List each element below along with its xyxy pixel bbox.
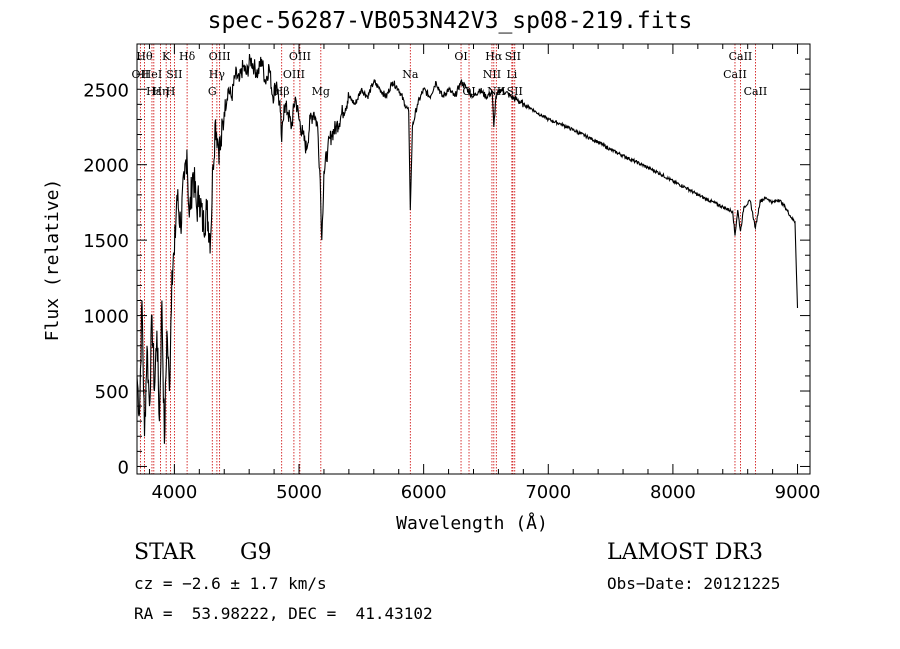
x-tick-label: 9000 xyxy=(775,482,821,503)
line-label-hγ: Hγ xyxy=(209,68,226,81)
line-label-nii: NII xyxy=(483,68,501,81)
line-label-caii: CaII xyxy=(744,85,768,98)
line-label-g: G xyxy=(208,85,217,98)
x-tick-label: 4000 xyxy=(151,482,197,503)
spectral-line-labels: OIIHθHeIHεHηKHSIIHδGHγOIIIHβOIIIOIIIMgNa… xyxy=(132,50,768,98)
observation-date: Obs−Date: 20121225 xyxy=(607,574,781,593)
y-tick-label: 2500 xyxy=(83,80,129,101)
x-axis-ticks: 4000 5000 6000 7000 8000 9000 xyxy=(148,44,821,503)
line-label-oiii: OIII xyxy=(209,50,231,63)
line-label-sii: SII xyxy=(505,50,521,63)
line-label-oiii: OIII xyxy=(283,68,305,81)
chart-title: spec-56287-VB053N42V3_sp08-219.fits xyxy=(207,8,693,34)
object-type: STAR xyxy=(134,540,195,565)
line-label-caii: CaII xyxy=(729,50,753,63)
line-label-hη: Hη xyxy=(152,85,168,98)
line-label-h: H xyxy=(166,85,176,98)
line-label-nii: NII xyxy=(487,85,505,98)
redshift-velocity: cz = −2.6 ± 1.7 km/s xyxy=(134,574,327,593)
line-label-hei: HeI xyxy=(142,68,162,81)
y-tick-label: 0 xyxy=(118,457,129,478)
plot-frame xyxy=(136,43,811,475)
line-label-li: Li xyxy=(506,68,517,81)
y-axis-ticks: 0 500 1000 1500 2000 2500 xyxy=(83,58,810,478)
line-label-hα: Hα xyxy=(485,50,503,63)
line-label-mg: Mg xyxy=(312,85,330,98)
spectral-line-markers xyxy=(139,44,756,474)
line-label-hθ: Hθ xyxy=(136,50,153,63)
x-tick-label: 8000 xyxy=(650,482,696,503)
y-tick-label: 1500 xyxy=(83,231,129,252)
y-tick-label: 500 xyxy=(95,382,129,403)
line-label-na: Na xyxy=(402,68,419,81)
line-label-k: K xyxy=(162,50,171,63)
y-tick-label: 1000 xyxy=(83,307,129,328)
coordinates: RA = 53.98222, DEC = 41.43102 xyxy=(134,604,433,623)
line-label-hδ: Hδ xyxy=(179,50,196,63)
x-tick-label: 7000 xyxy=(525,482,571,503)
x-axis-label: Wavelength (Å) xyxy=(396,512,548,534)
line-label-oiii: OIII xyxy=(289,50,311,63)
x-tick-label: 5000 xyxy=(276,482,322,503)
line-label-hβ: Hβ xyxy=(274,85,290,98)
x-tick-label: 6000 xyxy=(401,482,447,503)
object-subclass: G9 xyxy=(240,540,272,565)
line-label-sii: SII xyxy=(166,68,182,81)
survey-name: LAMOST DR3 xyxy=(607,540,763,565)
flux-series-line xyxy=(136,53,799,444)
y-axis-label: Flux (relative) xyxy=(42,179,63,342)
line-label-hε: Hε xyxy=(146,85,162,98)
y-tick-label: 2000 xyxy=(83,156,129,177)
line-label-oi: OI xyxy=(454,50,467,63)
line-label-caii: CaII xyxy=(723,68,747,81)
